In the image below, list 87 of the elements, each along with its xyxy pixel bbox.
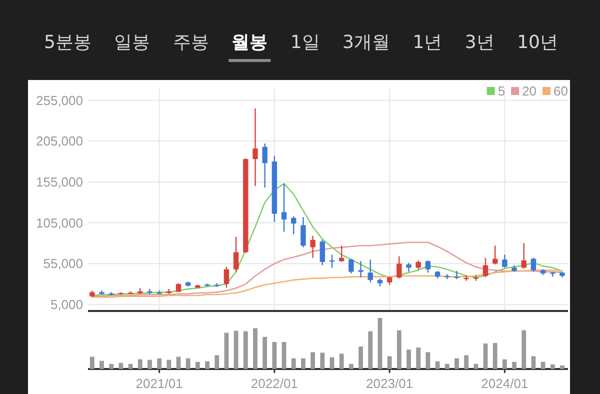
bar [320, 352, 325, 369]
y-tick-label: 5,000 [50, 296, 83, 312]
x-tick-label: 2022/01 [250, 376, 298, 391]
bar [186, 358, 190, 369]
text: 1일 [290, 32, 320, 53]
candlestick [348, 258, 354, 274]
candlestick [425, 260, 431, 274]
x-tick-label: 2024/01 [481, 376, 528, 391]
candlestick [252, 108, 258, 187]
bar [272, 342, 277, 369]
bar [166, 360, 172, 369]
bar [291, 358, 296, 369]
bar [502, 359, 507, 369]
bar [310, 352, 316, 369]
bar [426, 352, 430, 369]
bar [406, 350, 411, 369]
candlestick [396, 256, 402, 279]
bar [378, 318, 382, 369]
y-tick-label: 205,000 [36, 134, 83, 149]
candlestick [291, 216, 296, 235]
bar [243, 331, 248, 369]
text: 3개월 [342, 32, 390, 53]
y-tick-label: 255,000 [36, 92, 83, 108]
bar [474, 364, 478, 369]
candlestick [358, 260, 364, 278]
bar [492, 342, 498, 369]
text: 일봉 [114, 32, 150, 53]
text: 주봉 [172, 32, 209, 53]
bar [234, 330, 238, 369]
bar [540, 362, 546, 369]
bar [282, 342, 286, 369]
candlestick [482, 257, 488, 278]
bar [138, 359, 142, 369]
candlestick [262, 142, 268, 188]
bar [368, 331, 373, 369]
x-tick-label: 2021/01 [136, 376, 183, 391]
text: 3년 [464, 32, 494, 53]
bar [396, 330, 402, 369]
bar [100, 360, 104, 369]
candlestick [502, 254, 508, 268]
bar [358, 346, 363, 369]
bar [444, 364, 450, 369]
bar [301, 358, 306, 369]
bar [109, 364, 114, 369]
bar [339, 354, 344, 369]
text: 5분봉 [44, 32, 92, 53]
bar [157, 358, 162, 369]
x-tick-label: 2023/01 [366, 376, 414, 391]
legend-label: 5 [498, 84, 506, 98]
candlestick [320, 239, 326, 266]
bar [512, 362, 516, 369]
bar [118, 362, 124, 369]
legend-label: 60 [554, 84, 568, 98]
y-tick-label: 55,000 [43, 256, 83, 272]
legend-label: 20 [522, 84, 537, 98]
bar [550, 364, 555, 369]
bar [253, 328, 258, 369]
bar [195, 362, 200, 369]
bar [348, 364, 354, 369]
candlestick [521, 242, 526, 270]
text: 1년 [412, 32, 442, 53]
bar [454, 358, 459, 369]
candlestick [281, 182, 287, 232]
bar [387, 356, 392, 369]
text: 10년 [517, 32, 558, 53]
bar [262, 336, 268, 369]
candlestick [530, 257, 536, 272]
candlestick [310, 235, 316, 259]
candlestick [454, 270, 460, 280]
y-tick-label: 105,000 [36, 215, 83, 230]
candlestick [492, 245, 498, 266]
bar [560, 365, 564, 369]
candlestick [368, 258, 373, 284]
y-tick-label: 155,000 [36, 174, 83, 190]
bar [224, 332, 229, 369]
bar [205, 361, 210, 369]
bar [214, 355, 220, 369]
bar [522, 330, 526, 369]
candlestick [224, 266, 230, 288]
bar [90, 356, 94, 369]
bar [416, 348, 421, 369]
text: 월봉 [232, 32, 268, 53]
candlestick [233, 236, 239, 272]
bar [483, 344, 488, 369]
bar [464, 355, 469, 369]
candlestick [300, 216, 306, 248]
bar [148, 360, 152, 369]
